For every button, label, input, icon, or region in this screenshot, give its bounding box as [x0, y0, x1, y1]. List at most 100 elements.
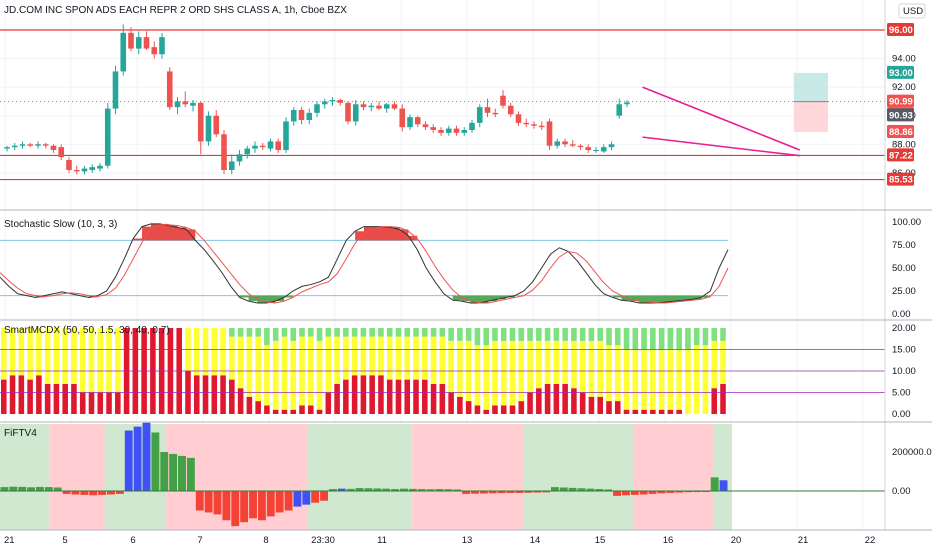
mcdx-tick-label: 0.00 [892, 409, 911, 420]
fiftv-bar [426, 489, 435, 491]
candle-body [283, 121, 289, 150]
mcdx-green-segment [492, 328, 498, 341]
mcdx-tick-label: 10.00 [892, 366, 916, 377]
mcdx-red-segment [439, 383, 446, 414]
mcdx-bar [378, 328, 384, 414]
mcdx-green-segment [623, 328, 630, 350]
mcdx-green-segment [290, 328, 297, 341]
mcdx-green-segment [246, 328, 253, 337]
candle [135, 31, 142, 55]
fiftv-bar [142, 422, 151, 491]
candle [345, 101, 351, 125]
candle [89, 164, 96, 173]
candle-body [577, 145, 584, 148]
candle [275, 138, 282, 153]
mcdx-bar [632, 328, 639, 414]
candle-body [128, 32, 134, 49]
price-tag[interactable]: 93.00 [887, 65, 914, 79]
mcdx-yellow-segment [632, 349, 639, 410]
mcdx-green-segment [264, 328, 270, 346]
mcdx-red-segment [527, 392, 533, 414]
candle [120, 24, 127, 76]
stoch-k-line[interactable] [0, 223, 729, 304]
price-tag[interactable]: 90.99 [887, 94, 914, 108]
fiftv-bar [222, 491, 231, 521]
mcdx-red-segment [386, 379, 393, 414]
fiftv-bar [186, 457, 195, 491]
mcdx-red-segment [343, 379, 349, 414]
stoch-tick-label: 50.00 [892, 263, 916, 274]
price-tag[interactable]: 96.00 [887, 23, 914, 36]
mcdx-yellow-segment [79, 328, 86, 393]
mcdx-bar [483, 328, 489, 414]
mcdx-red-segment [667, 409, 674, 414]
mcdx-bar [264, 328, 270, 414]
mcdx-green-segment [509, 328, 516, 341]
fiftv-bar [479, 491, 488, 494]
mcdx-green-segment [483, 328, 489, 346]
position-target-zone [793, 72, 828, 102]
candle-body [476, 107, 483, 123]
mcdx-bar [44, 328, 51, 414]
mcdx-yellow-segment [667, 349, 674, 410]
mcdx-yellow-segment [457, 340, 463, 397]
price-tag-bg [887, 148, 914, 162]
fiftv-bar [302, 491, 311, 505]
candle-body [182, 101, 189, 105]
mcdx-bar [667, 328, 674, 414]
price-tag-text: 90.93 [889, 110, 913, 121]
candle [399, 104, 406, 132]
price-tag[interactable]: 85.53 [887, 172, 914, 186]
fiftv-bar [80, 491, 89, 495]
mcdx-red-segment [71, 383, 77, 414]
candle [66, 157, 72, 173]
mcdx-yellow-segment [71, 328, 77, 384]
candle-body [469, 122, 475, 130]
candle [337, 98, 344, 106]
mcdx-bar [325, 328, 332, 414]
candle-body [73, 170, 80, 172]
candle-body [97, 165, 103, 169]
wedge-upper-line[interactable] [642, 86, 801, 151]
mcdx-red-segment [562, 383, 568, 414]
candle-body [407, 117, 413, 128]
mcdx-green-segment [579, 328, 586, 341]
mcdx-bar [597, 328, 604, 414]
mcdx-bar [439, 328, 446, 414]
mcdx-red-segment [202, 375, 209, 414]
candle [228, 154, 235, 175]
mcdx-bar [36, 328, 42, 414]
wedge-lower-line[interactable] [642, 136, 800, 157]
mcdx-yellow-segment [316, 340, 323, 410]
candle [538, 121, 545, 130]
price-tag-text: 87.22 [889, 150, 913, 161]
candle [290, 107, 297, 126]
mcdx-bar [334, 328, 340, 414]
candle-body [306, 112, 313, 120]
time-axis-label: 21 [798, 535, 809, 546]
mcdx-red-segment [553, 383, 560, 414]
currency-box[interactable] [898, 3, 926, 19]
mcdx-green-segment [527, 328, 533, 341]
mcdx-red-segment [316, 409, 323, 414]
candle-body [383, 104, 390, 109]
candle [569, 140, 576, 148]
price-tag[interactable]: 88.86 [887, 125, 914, 138]
candle-body [515, 114, 522, 123]
candle-body [42, 144, 49, 146]
candle-body [267, 141, 274, 149]
mcdx-green-segment [351, 328, 358, 337]
mcdx-bar [553, 328, 560, 414]
candle-body [112, 71, 119, 109]
mcdx-bar [1, 328, 7, 414]
mcdx-yellow-segment [650, 349, 656, 410]
mcdx-red-segment [711, 388, 718, 414]
mcdx-red-segment [18, 375, 25, 414]
stoch-d-line[interactable] [0, 224, 729, 304]
fiftv-bar [568, 487, 577, 491]
price-tag[interactable]: 90.93 [887, 108, 914, 122]
mcdx-yellow-segment [272, 340, 279, 410]
candle [461, 127, 468, 136]
price-tag[interactable]: 87.22 [887, 148, 914, 162]
